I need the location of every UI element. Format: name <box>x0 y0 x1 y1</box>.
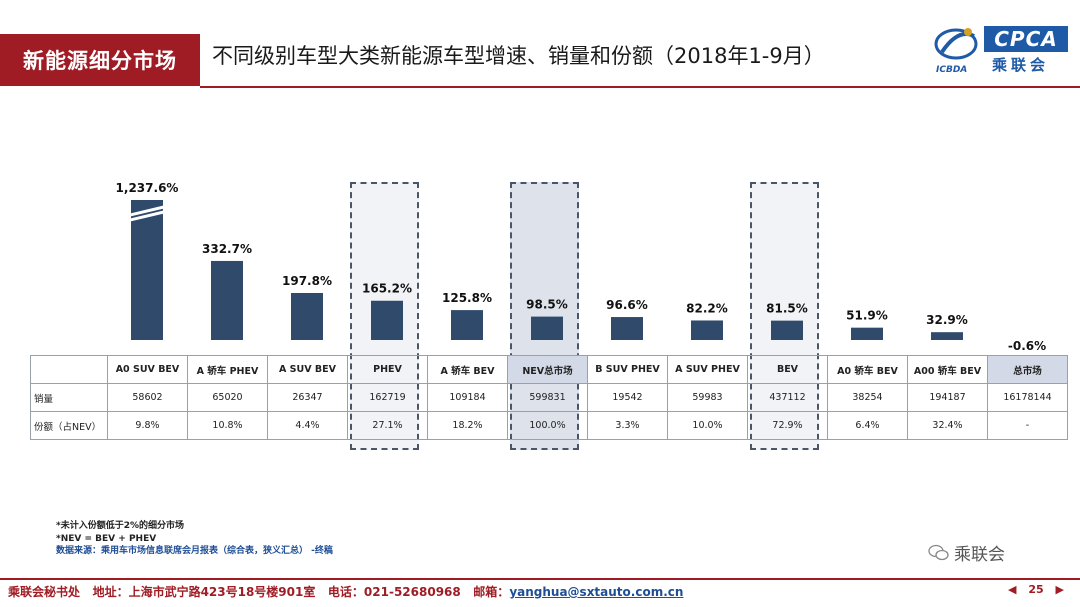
data-label: -0.6% <box>1008 339 1046 353</box>
bar <box>131 200 163 340</box>
table-cell: 437112 <box>747 383 828 412</box>
growth-bar-chart: 1,237.6% 332.7% 197.8% 165.2% 125.8% 98.5% 96.… <box>116 181 1047 353</box>
footer-org: 乘联会秘书处 <box>8 585 81 599</box>
table-header-cell: A0 轿车 BEV <box>827 355 908 384</box>
bar <box>451 310 483 340</box>
table-cell: - <box>987 411 1068 440</box>
footnotes: *未计入份额低于2%的细分市场 *NEV = BEV + PHEV 数据来源：乘… <box>56 520 333 558</box>
page-number: 25 <box>1028 583 1044 596</box>
data-label: 96.6% <box>606 298 648 312</box>
next-page-icon[interactable]: ▶ <box>1055 583 1064 596</box>
table-header-cell: NEV总市场 <box>507 355 588 384</box>
data-label: 125.8% <box>442 291 492 305</box>
table-cell: 38254 <box>827 383 908 412</box>
table-cell: 27.1% <box>347 411 428 440</box>
table-header-cell: A SUV PHEV <box>667 355 748 384</box>
footnote-2: *NEV = BEV + PHEV <box>56 533 157 544</box>
table-cell: 19542 <box>587 383 668 412</box>
table-cell: 59983 <box>667 383 748 412</box>
bar <box>371 300 403 340</box>
table-header-cell: A SUV BEV <box>267 355 348 384</box>
footer-address: 地址：上海市武宁路423号18号楼901室 <box>92 585 316 599</box>
table-cell: 16178144 <box>987 383 1068 412</box>
data-label: 197.8% <box>282 274 332 288</box>
table-cell: 9.8% <box>107 411 188 440</box>
data-label: 32.9% <box>926 313 968 327</box>
bar <box>851 327 883 340</box>
table-corner-cell <box>30 355 108 384</box>
table-header-cell: BEV <box>747 355 828 384</box>
table-header-cell: B SUV PHEV <box>587 355 668 384</box>
table-header-cell: A0 SUV BEV <box>107 355 188 384</box>
bar <box>291 293 323 340</box>
table-cell: 3.3% <box>587 411 668 440</box>
table-cell: 10.0% <box>667 411 748 440</box>
table-header-cell: PHEV <box>347 355 428 384</box>
footer-email-link[interactable]: yanghua@sxtauto.com.cn <box>509 585 684 599</box>
table-header-cell: 总市场 <box>987 355 1068 384</box>
table-cell: 18.2% <box>427 411 508 440</box>
bar <box>771 320 803 340</box>
table-cell: 4.4% <box>267 411 348 440</box>
table-cell: 72.9% <box>747 411 828 440</box>
table-row: 销量 58602 65020 26347 162719 109184 599831 19542… <box>30 383 1068 412</box>
table-cell: 26347 <box>267 383 348 412</box>
cpca-emblem-icon: ICBDA <box>934 28 978 75</box>
table-cell: 65020 <box>187 383 268 412</box>
bar <box>211 260 243 340</box>
table-header-cell: A00 轿车 BEV <box>907 355 988 384</box>
data-label: 98.5% <box>526 298 568 312</box>
page-navigator: ◀ 25 ▶ <box>1004 583 1068 596</box>
table-cell: 162719 <box>347 383 428 412</box>
bar <box>691 320 723 340</box>
data-label: 1,237.6% <box>116 181 179 195</box>
footer-divider <box>0 578 1080 580</box>
table-header-row: A0 SUV BEV A 轿车 PHEV A SUV BEV PHEV A 轿车 BEV… <box>30 355 1068 384</box>
table-cell: 599831 <box>507 383 588 412</box>
bar <box>531 316 563 340</box>
bar <box>611 317 643 340</box>
logo-sub-text: ICBDA <box>936 65 967 75</box>
table-cell: 6.4% <box>827 411 908 440</box>
footer-phone: 电话：021-52680968 <box>327 585 461 599</box>
footnote-1: *未计入份额低于2%的细分市场 <box>56 521 184 531</box>
axis-break-mark <box>125 204 169 223</box>
bar <box>931 332 963 340</box>
data-label: 332.7% <box>202 242 252 256</box>
prev-page-icon[interactable]: ◀ <box>1008 583 1017 596</box>
data-source-note: 数据来源：乘用车市场信息联席会月报表（综合表，狭义汇总） -终稿 <box>56 546 333 556</box>
cpca-logo: ICBDA CPCA 乘联会 <box>932 22 1072 76</box>
data-label: 82.2% <box>686 301 728 315</box>
data-label: 165.2% <box>362 282 412 296</box>
table-row-label: 销量 <box>30 383 108 412</box>
logo-text: CPCA <box>984 26 1068 52</box>
table-cell: 58602 <box>107 383 188 412</box>
table-row: 份额（占NEV） 9.8% 10.8% 4.4% 27.1% 18.2% 100.0% 3.3… <box>30 411 1068 440</box>
segment-table: A0 SUV BEV A 轿车 PHEV A SUV BEV PHEV A 轿车 BEV… <box>30 355 1068 440</box>
watermark-text: 乘联会 <box>954 545 1005 565</box>
table-header-cell: A 轿车 BEV <box>427 355 508 384</box>
table-cell: 10.8% <box>187 411 268 440</box>
table-cell: 194187 <box>907 383 988 412</box>
section-tag: 新能源细分市场 <box>0 34 200 86</box>
table-cell: 100.0% <box>507 411 588 440</box>
page-title: 不同级别车型大类新能源车型增速、销量和份额（2018年1-9月） <box>212 44 825 68</box>
footer-contact: 乘联会秘书处 地址：上海市武宁路423号18号楼901室 电话：021-5268… <box>8 583 683 600</box>
header-divider <box>200 86 1080 88</box>
wechat-watermark: 乘联会 <box>928 540 1005 565</box>
data-label: 81.5% <box>766 302 808 316</box>
table-header-cell: A 轿车 PHEV <box>187 355 268 384</box>
logo-cn-text: 乘联会 <box>992 56 1050 74</box>
data-label: 51.9% <box>846 309 888 323</box>
table-cell: 32.4% <box>907 411 988 440</box>
wechat-icon <box>928 544 949 561</box>
table-cell: 109184 <box>427 383 508 412</box>
table-row-label: 份额（占NEV） <box>30 411 108 440</box>
footer-email-label: 邮箱： <box>473 585 510 599</box>
